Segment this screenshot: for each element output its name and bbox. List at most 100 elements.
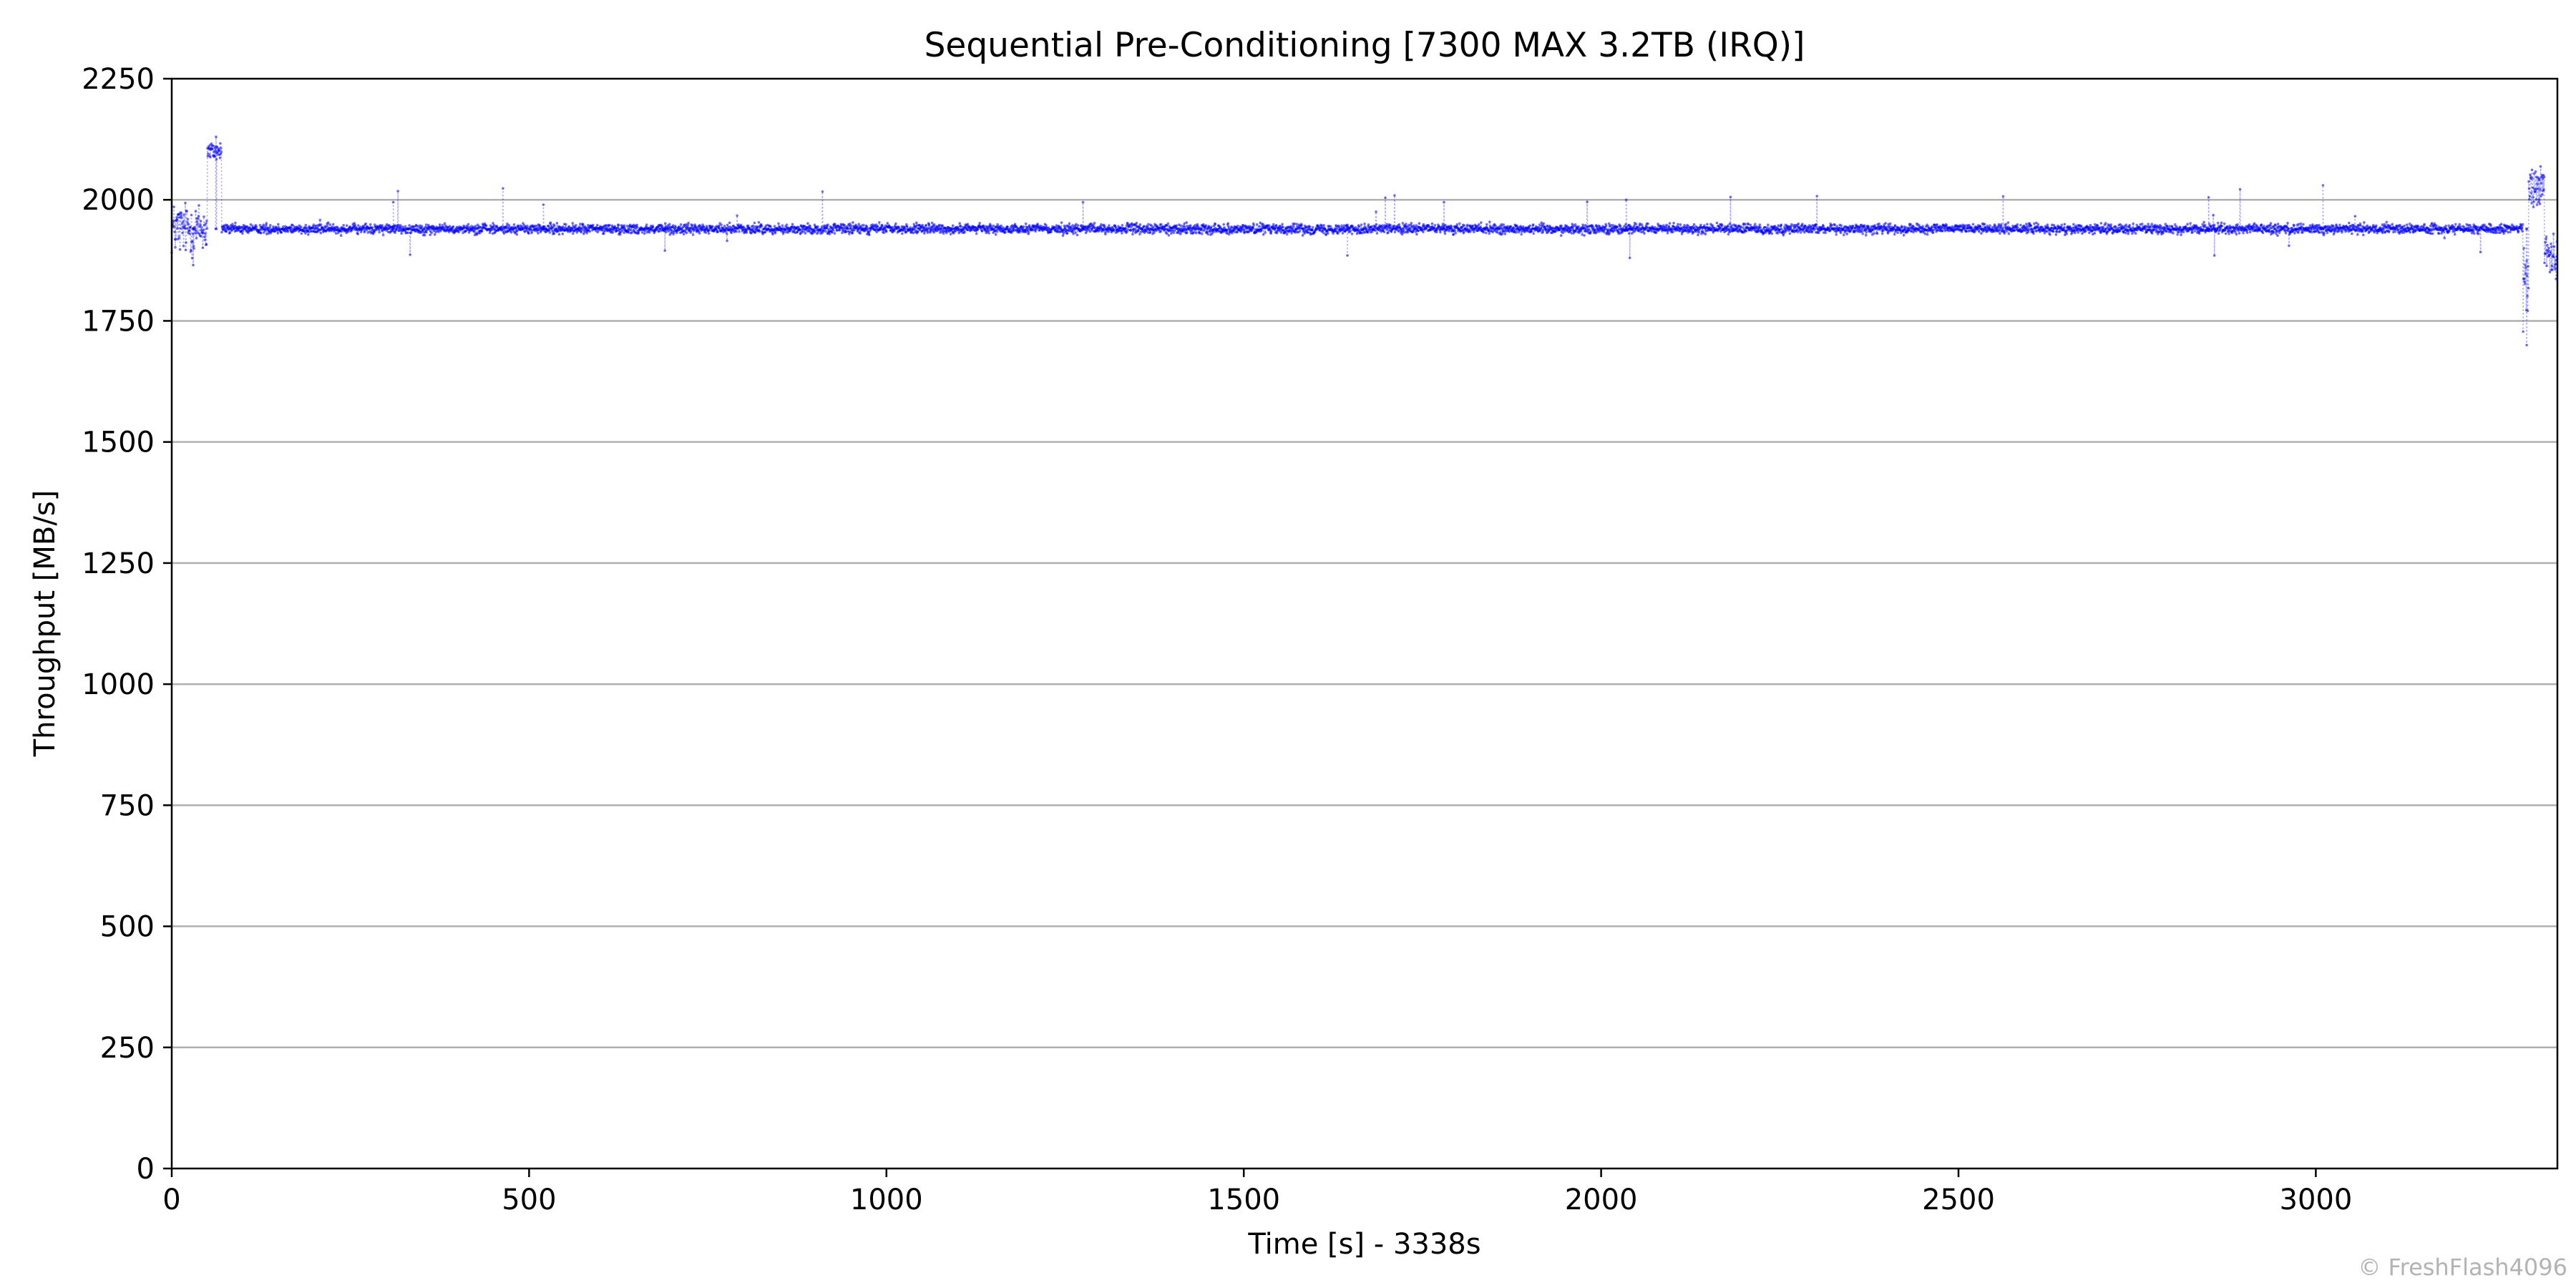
data-point xyxy=(1179,233,1182,235)
data-point xyxy=(396,190,399,192)
data-point xyxy=(994,233,997,236)
data-point xyxy=(1583,234,1586,237)
data-point xyxy=(575,223,577,227)
data-point xyxy=(615,229,619,233)
data-point xyxy=(1027,231,1030,234)
data-point xyxy=(339,234,343,238)
data-point xyxy=(757,220,761,224)
data-point xyxy=(179,227,182,230)
data-point xyxy=(319,223,323,226)
data-point xyxy=(1166,222,1170,225)
data-point xyxy=(180,216,183,219)
data-point xyxy=(1186,231,1189,235)
data-point xyxy=(1167,234,1171,237)
data-point xyxy=(1081,200,1085,204)
data-point xyxy=(228,225,230,228)
data-point xyxy=(1515,231,1518,234)
data-point xyxy=(180,222,184,225)
data-point xyxy=(1236,225,1239,228)
data-point xyxy=(651,225,655,229)
data-point xyxy=(184,201,187,205)
data-point xyxy=(567,225,571,228)
data-point xyxy=(191,240,194,243)
data-point xyxy=(219,142,222,145)
data-point xyxy=(1132,230,1135,233)
data-point xyxy=(728,221,731,225)
data-point xyxy=(1835,225,1838,228)
data-point xyxy=(1712,231,1715,234)
data-point xyxy=(927,224,931,228)
data-point xyxy=(585,232,589,235)
data-point xyxy=(195,220,199,223)
data-point xyxy=(814,230,816,234)
data-point xyxy=(1415,233,1418,236)
data-point xyxy=(1833,223,1836,227)
data-point xyxy=(1715,221,1719,225)
data-point xyxy=(1875,232,1879,235)
data-point xyxy=(824,230,827,233)
data-point xyxy=(202,228,205,232)
data-point xyxy=(1589,230,1592,233)
data-point xyxy=(1520,233,1523,236)
data-point xyxy=(553,224,556,228)
data-point xyxy=(1262,233,1265,236)
data-point xyxy=(409,231,413,234)
data-point xyxy=(176,227,179,230)
data-point xyxy=(1666,232,1669,235)
data-point xyxy=(915,221,918,225)
data-point xyxy=(1488,220,1491,223)
data-point xyxy=(184,248,187,252)
data-point xyxy=(1704,233,1707,236)
data-point xyxy=(707,232,711,235)
data-point xyxy=(1926,233,1929,236)
data-point xyxy=(1148,230,1152,234)
data-point xyxy=(1697,231,1701,234)
data-point xyxy=(218,147,220,150)
data-point xyxy=(1093,221,1096,225)
data-point xyxy=(648,230,651,234)
data-point xyxy=(1921,225,1924,228)
data-point xyxy=(758,230,761,233)
data-point xyxy=(975,232,978,235)
data-point xyxy=(720,223,723,226)
data-point xyxy=(399,225,402,228)
data-point xyxy=(735,230,738,233)
data-point xyxy=(1367,223,1370,226)
data-point xyxy=(1502,223,1506,226)
data-point xyxy=(640,231,644,234)
data-point xyxy=(1269,230,1273,233)
data-point xyxy=(464,229,468,233)
data-point xyxy=(195,229,197,233)
data-point xyxy=(290,227,293,230)
data-point xyxy=(922,232,926,235)
data-point xyxy=(192,245,195,248)
data-point xyxy=(1433,223,1437,227)
data-point xyxy=(526,224,529,228)
data-point xyxy=(623,224,626,228)
data-point xyxy=(904,228,907,230)
data-point xyxy=(430,231,433,235)
data-point xyxy=(1634,223,1638,225)
data-point xyxy=(1068,222,1071,225)
data-point xyxy=(565,223,567,226)
data-point xyxy=(362,225,366,228)
data-point xyxy=(1301,234,1304,237)
data-point xyxy=(745,231,748,234)
data-point xyxy=(831,230,834,234)
data-point xyxy=(1103,225,1106,228)
series-line xyxy=(171,137,2558,346)
data-point xyxy=(533,224,537,228)
data-point xyxy=(220,230,223,234)
data-point xyxy=(255,225,258,228)
data-point xyxy=(218,150,221,152)
data-point xyxy=(1592,226,1595,229)
data-point xyxy=(1061,234,1065,238)
data-point xyxy=(725,232,728,235)
data-point xyxy=(1759,226,1762,229)
data-point xyxy=(325,225,328,228)
data-point xyxy=(625,225,629,228)
data-point xyxy=(1121,232,1123,235)
data-point xyxy=(484,224,488,228)
data-point xyxy=(816,225,819,228)
data-point xyxy=(211,147,214,150)
